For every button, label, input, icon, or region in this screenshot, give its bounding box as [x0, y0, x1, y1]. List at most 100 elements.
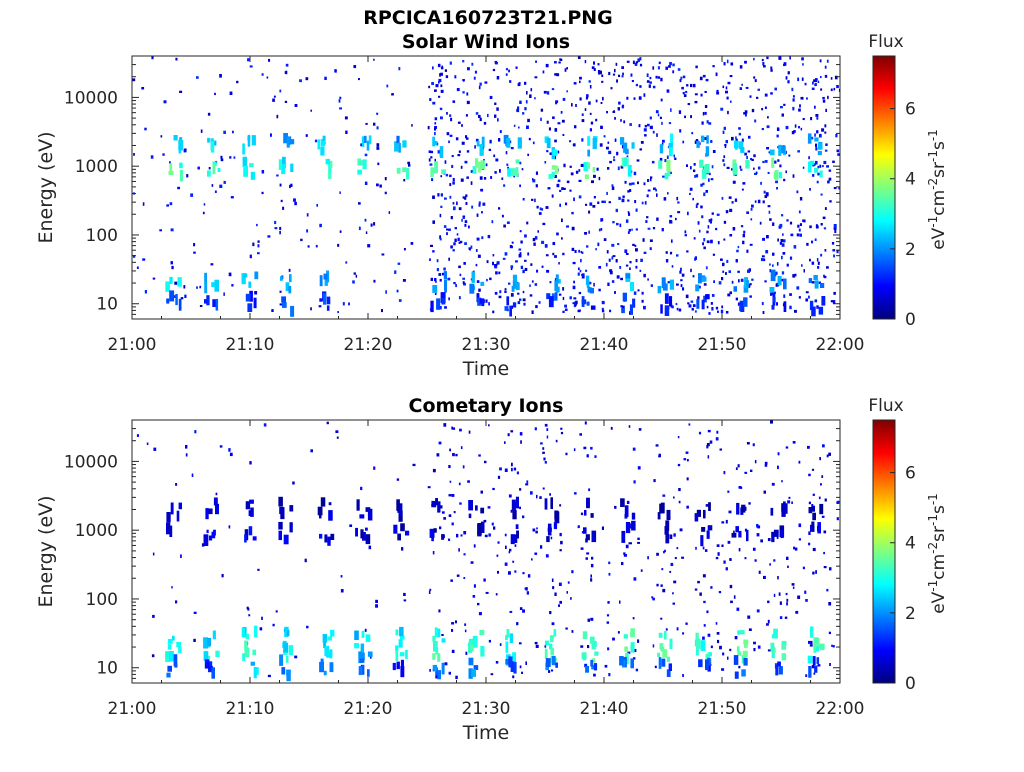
heatmap-cell	[742, 650, 748, 657]
heatmap-cell	[694, 140, 697, 144]
heatmap-cell	[520, 240, 523, 244]
heatmap-cell	[554, 278, 557, 282]
heatmap-cell	[207, 137, 211, 143]
heatmap-cell	[744, 528, 747, 532]
heatmap-cell	[462, 465, 465, 469]
heatmap-cell	[536, 269, 539, 273]
heatmap-cell	[635, 228, 638, 231]
heatmap-cell	[463, 531, 467, 535]
heatmap-cell	[593, 174, 596, 178]
heatmap-cell	[662, 588, 666, 593]
heatmap-cell	[754, 200, 757, 203]
heatmap-cell	[668, 65, 671, 68]
heatmap-cell	[749, 283, 752, 286]
heatmap-cell	[561, 237, 563, 240]
heatmap-cell	[823, 275, 827, 279]
heatmap-cell	[203, 203, 206, 206]
heatmap-cell	[738, 127, 741, 130]
heatmap-cell	[555, 100, 559, 103]
heatmap-cell	[392, 662, 396, 671]
heatmap-cell	[496, 554, 499, 557]
heatmap-cell	[282, 206, 285, 210]
heatmap-cell	[328, 172, 332, 180]
heatmap-cell	[574, 250, 577, 253]
heatmap-cell	[460, 178, 464, 182]
heatmap-cell	[823, 551, 825, 555]
heatmap-cell	[385, 290, 387, 294]
heatmap-cell	[643, 251, 647, 254]
heatmap-cell	[448, 297, 450, 301]
heatmap-cell	[551, 578, 554, 582]
heatmap-cell	[451, 164, 454, 168]
heatmap-cell	[551, 171, 555, 178]
heatmap-cell	[676, 307, 679, 311]
heatmap-cell	[836, 249, 839, 254]
heatmap-cell	[283, 133, 288, 144]
heatmap-cell	[668, 122, 672, 125]
heatmap-cell	[581, 119, 585, 123]
heatmap-cell	[695, 284, 700, 292]
heatmap-cell	[776, 536, 779, 539]
heatmap-cell	[559, 600, 562, 604]
heatmap-cell	[204, 659, 210, 669]
heatmap-cell	[811, 504, 814, 507]
heatmap-cell	[440, 205, 443, 208]
heatmap-cell	[317, 139, 321, 150]
heatmap-cell	[708, 172, 711, 176]
heatmap-cell	[538, 301, 541, 304]
heatmap-cell	[477, 523, 482, 534]
heatmap-cell	[328, 510, 333, 521]
heatmap-cell	[628, 212, 631, 216]
heatmap-cell	[708, 178, 710, 182]
heatmap-cell	[448, 538, 451, 541]
heatmap-cell	[467, 67, 470, 71]
heatmap-cell	[632, 447, 636, 451]
heatmap-cell	[556, 183, 560, 188]
heatmap-cell	[534, 427, 537, 431]
heatmap-cell	[756, 96, 759, 99]
heatmap-cell	[650, 284, 653, 287]
heatmap-cell	[625, 264, 629, 267]
heatmap-cell	[735, 467, 738, 470]
heatmap-cell	[797, 77, 800, 82]
heatmap-cell	[611, 184, 614, 187]
heatmap-cell	[592, 167, 596, 173]
heatmap-cell	[361, 630, 365, 638]
heatmap-cell	[802, 118, 805, 121]
heatmap-cell	[671, 239, 673, 243]
heatmap-cell	[685, 294, 689, 299]
heatmap-cell	[817, 80, 820, 83]
heatmap-cell	[601, 300, 605, 305]
heatmap-cell	[449, 183, 452, 187]
heatmap-cell	[607, 601, 610, 604]
heatmap-cell	[436, 259, 439, 263]
heatmap-cell	[554, 155, 557, 160]
heatmap-cell	[662, 139, 665, 143]
heatmap-cell	[505, 659, 510, 665]
heatmap-cell	[531, 280, 534, 283]
heatmap-cell	[757, 166, 761, 170]
heatmap-cell	[571, 570, 574, 574]
heatmap-cell	[336, 436, 339, 439]
heatmap-cell	[591, 665, 595, 670]
heatmap-cell	[743, 230, 746, 234]
heatmap-cell	[518, 82, 521, 85]
heatmap-cell	[812, 547, 816, 552]
heatmap-cell	[429, 258, 431, 261]
heatmap-cell	[499, 169, 501, 173]
heatmap-cell	[440, 175, 443, 178]
heatmap-cell	[630, 642, 635, 653]
heatmap-cell	[657, 512, 661, 520]
heatmap-cell	[358, 651, 362, 664]
heatmap-cell	[773, 647, 776, 653]
heatmap-cell	[709, 440, 713, 444]
heatmap-cell	[739, 141, 744, 149]
heatmap-cell	[243, 273, 248, 278]
heatmap-cell	[733, 595, 736, 599]
heatmap-cell	[727, 656, 729, 660]
heatmap-cell	[511, 305, 513, 309]
heatmap-cell	[501, 177, 504, 180]
heatmap-cell	[740, 147, 745, 153]
heatmap-cell	[816, 130, 819, 134]
